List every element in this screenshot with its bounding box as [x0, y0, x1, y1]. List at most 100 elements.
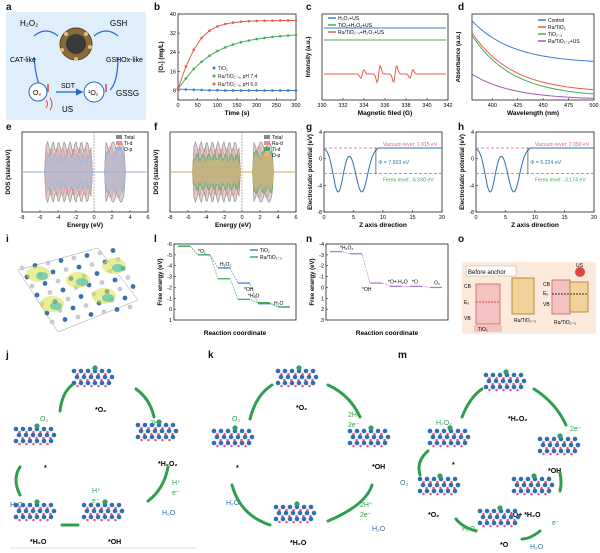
j-slab-h2o-o-atom — [18, 506, 21, 510]
i-atom — [44, 310, 50, 316]
m-slab-star-o-atom — [460, 432, 463, 436]
k-slab-h2o-o-atom — [278, 508, 281, 512]
i-atom — [97, 250, 103, 256]
m-slab-star-ti-atom — [434, 428, 440, 434]
panel-label-k: k — [208, 350, 214, 361]
j-slab-h2o2-ti-atom — [142, 422, 148, 428]
i-atom — [58, 258, 64, 263]
k-slab-oh-o-atom — [376, 438, 379, 442]
h-potential-curve — [475, 147, 594, 193]
j-slab-star-o-atom — [25, 442, 28, 446]
m-slab-h2o2-o-atom — [502, 376, 505, 380]
k-slab-oh-ti-atom — [354, 428, 360, 434]
k-slab-oh-ti-atom — [382, 440, 388, 446]
b-data-point — [239, 20, 243, 23]
j-slab-oh-ti-atom — [105, 508, 111, 514]
k-slab-o2-ti-atom — [278, 374, 284, 380]
g-potential-curve — [323, 147, 442, 193]
j-arrow-5 — [14, 465, 22, 497]
b-xtick-label: 300 — [291, 103, 300, 109]
b-legend-marker — [212, 82, 216, 86]
m-slab-star-ti-atom — [444, 434, 450, 440]
m-slab-o-o-atom — [489, 512, 492, 516]
m-slab-o-h2o-o-atom — [526, 486, 529, 490]
j-slab-star-o-atom — [49, 436, 52, 440]
m-slab-star-o-atom — [449, 438, 452, 442]
l-xlabel: Reaction coordinate — [204, 330, 267, 337]
j-slab-h2o2-ti-atom — [135, 422, 141, 428]
k-slab-star-ti-atom — [214, 434, 220, 440]
m-arrow-5 — [454, 517, 478, 533]
k-slab-o2-o-atom — [308, 384, 311, 388]
f-legend-label: Ru-d — [272, 141, 283, 147]
j-slab-h2o2-ti-atom — [159, 428, 165, 434]
k-slab-star-ti-atom — [232, 440, 238, 446]
j-slab-o2-ti-atom — [74, 374, 80, 380]
j-slab-star-ti-atom — [20, 426, 26, 432]
k-slab-o2-o-atom — [301, 384, 304, 388]
k-slab-h2o-o-atom — [306, 508, 309, 512]
k-slab-oh-o-atom — [366, 432, 369, 436]
m-slab-o2-o-atom — [450, 480, 453, 484]
c-xlabel: Magnetic filed (G) — [358, 110, 413, 117]
j-slab-h2o-ti-atom — [41, 502, 47, 508]
n-state-label: *O+ H₂O — [388, 279, 408, 285]
c-xtick-label: 334 — [359, 103, 368, 109]
m-slab-o-ti-atom — [501, 514, 507, 520]
j-slab-oh-o-atom — [89, 512, 92, 516]
k-slab-star-ti-atom — [211, 428, 217, 434]
m-slab-o2-ti-atom — [445, 488, 451, 494]
k-slab-h2o-o-atom — [292, 520, 295, 524]
d-series-line — [471, 73, 595, 99]
b-data-point — [278, 34, 282, 38]
j-slab-star-o-atom — [39, 430, 42, 434]
j-slab-h2o2-o-atom — [157, 432, 160, 436]
m-slab-oh-ti-atom — [568, 442, 574, 448]
k-slab-star-o-atom — [244, 444, 247, 448]
reaction-cycles: *O₂ *H₂O₂ *OH *H₂O * O₂ 2H⁺ H⁺ e⁻ H₂O H₂… — [10, 365, 582, 551]
b-data-point — [286, 34, 290, 37]
b-data-point — [271, 19, 274, 22]
k-slab-star-ti-atom — [239, 428, 245, 434]
k-arrow-2 — [326, 383, 362, 419]
j-slab-oh-ti-atom — [84, 508, 90, 514]
m-slab-h2o2-ti-atom — [518, 384, 524, 390]
n-ytick-label: 2 — [321, 307, 324, 313]
label-h2o2: H₂O₂ — [20, 19, 38, 28]
j-slab-o2-o-atom — [97, 384, 100, 388]
i-atom — [71, 255, 77, 261]
m-slab-o2-ti-atom — [434, 482, 440, 488]
n-ytick-label: -3 — [319, 253, 324, 259]
k-label-h2os: *H₂O — [290, 540, 307, 547]
b-data-point — [263, 19, 266, 22]
i-atom — [65, 296, 71, 302]
j-label-star: * — [44, 465, 47, 472]
k-slab-star-ti-atom — [218, 428, 224, 434]
k-slab-oh-o-atom — [383, 438, 386, 442]
m-slab-o-h2o-o-atom — [523, 480, 526, 484]
m-slab-h2o2-ru-atom — [503, 369, 509, 375]
m-slab-star-ti-atom — [437, 434, 443, 440]
b-data-point — [184, 65, 188, 68]
l-legend-label: Ru/TiO₂₋ₓ — [260, 255, 282, 261]
c-xtick-label: 332 — [338, 103, 347, 109]
b-legend-label: Ru/TiO₂₋ₓ, pH 7.4 — [218, 74, 258, 80]
k-slab-o2-o-atom — [308, 372, 311, 376]
i-atom — [70, 305, 76, 311]
m-slab-o2-ti-atom — [431, 476, 437, 482]
j-slab-h2o-ti-atom — [27, 514, 33, 520]
k-slab-oh-ti-atom — [347, 428, 353, 434]
b-data-point — [239, 40, 243, 44]
b-data-point — [223, 89, 227, 92]
c-ylabel: Intensity (a.u.) — [306, 37, 312, 78]
k-slab-o2-ti-atom — [299, 374, 305, 380]
label-cb-right: CB — [543, 282, 551, 288]
e-legend-marker — [116, 135, 122, 139]
k-slab-oh-ti-atom — [361, 440, 367, 446]
i-atom — [130, 284, 136, 289]
b-xlabel: Time (s) — [225, 110, 250, 117]
k-slab-star-o-atom — [230, 444, 233, 448]
m-label-ohs: *OH — [548, 468, 561, 475]
k-slab-star-o-atom — [233, 438, 236, 442]
b-data-point — [192, 67, 196, 71]
